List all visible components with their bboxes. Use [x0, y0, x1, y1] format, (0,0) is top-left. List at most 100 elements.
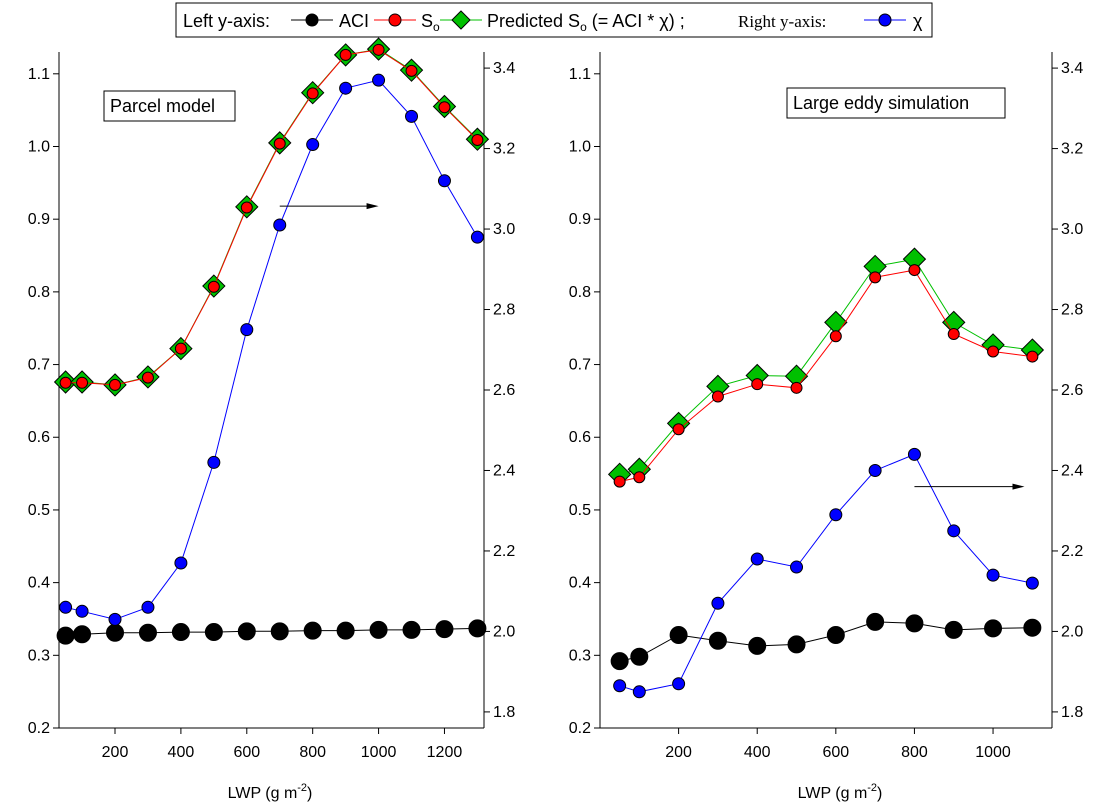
data-point-so [790, 381, 803, 394]
data-point-chi [1025, 576, 1039, 590]
data-point-chi [339, 81, 353, 95]
y-right-tick-label: 2.2 [1061, 543, 1083, 560]
legend-left-axis-label: Left y-axis: [183, 11, 270, 31]
data-point-so [947, 328, 960, 341]
y-right-tick-label: 2.8 [493, 302, 515, 319]
arrow-to-right-axis [914, 483, 1025, 490]
y-right-tick-label: 3.2 [493, 141, 515, 158]
data-point-so [633, 471, 646, 484]
data-point-chi [207, 455, 221, 469]
x-axis-label: LWP (g m-2) [228, 782, 313, 802]
data-point-aci [106, 623, 125, 642]
legend-so-marker [388, 13, 402, 27]
x-axis-label: LWP (g m-2) [798, 782, 883, 802]
x-tick-label: 1000 [975, 744, 1011, 761]
data-point-chi [829, 508, 843, 522]
arrow-to-right-axis [279, 203, 379, 210]
panel-parcel-model: 200 400 600 800 1000 1200 0.2 0.3 0.4 0.5 0.6 0.7 0.… [28, 37, 515, 802]
data-point-aci [748, 636, 767, 655]
data-point-aci [669, 625, 688, 644]
panel-large-eddy-simulation: 200 400 600 800 1000 0.2 0.3 0.4 0.5 0.6 0.7 0.8 0.9… [569, 52, 1083, 802]
y-left-tick-label: 0.7 [28, 357, 50, 374]
legend-so-label: So [421, 11, 440, 34]
y-left-tick-label: 1.0 [28, 138, 50, 155]
data-point-chi [437, 174, 451, 188]
data-point-so [59, 376, 72, 389]
y-right-tick-label: 2.2 [493, 543, 515, 560]
data-point-chi [174, 556, 188, 570]
legend-pred-marker [451, 10, 471, 30]
data-point-so [869, 271, 882, 284]
x-tick-label: 800 [901, 744, 928, 761]
data-point-chi [613, 679, 627, 693]
series-chi [613, 447, 1039, 699]
y-right-tick-label: 3.2 [1061, 141, 1083, 158]
data-point-aci [708, 631, 727, 650]
data-point-aci [73, 625, 92, 644]
data-point-chi [470, 230, 484, 244]
data-point-so [240, 201, 253, 214]
data-point-chi [907, 447, 921, 461]
data-point-chi [711, 596, 725, 610]
data-point-aci [171, 623, 190, 642]
y-right-tick-label: 2.0 [493, 623, 515, 640]
y-left-tick-label: 0.7 [569, 357, 591, 374]
y-right-tick-label: 2.4 [493, 462, 515, 479]
data-point-aci [630, 647, 649, 666]
y-right-tick-label: 2.4 [1061, 462, 1083, 479]
data-point-so [908, 264, 921, 277]
legend-aci-marker [305, 13, 319, 27]
annotation-box: Parcel model [103, 90, 236, 122]
y-left-tick-label: 0.6 [569, 429, 591, 446]
data-point-aci [369, 620, 388, 639]
legend: Left y-axis: ACI So Predicted So (= ACI *… [175, 2, 933, 38]
data-point-aci [270, 622, 289, 641]
y-right-tick-label: 2.6 [493, 382, 515, 399]
data-point-so [711, 390, 724, 403]
data-point-so [405, 64, 418, 77]
y-right-tick-label: 3.4 [1061, 60, 1083, 77]
data-point-so [672, 423, 685, 436]
legend-right-axis-label: Right y-axis: [738, 12, 826, 31]
data-point-so [306, 87, 319, 100]
data-point-aci [138, 623, 157, 642]
y-right-tick-label: 3.4 [493, 60, 515, 77]
y-left-tick-label: 0.8 [569, 284, 591, 301]
data-series [607, 247, 1045, 699]
data-point-predicted-so [824, 310, 848, 335]
data-point-aci [905, 614, 924, 633]
data-point-chi [372, 73, 386, 87]
data-point-chi [141, 600, 155, 614]
y-left-tick-label: 0.2 [28, 720, 50, 737]
y-left-tick-label: 1.0 [569, 138, 591, 155]
y-left-tick-label: 0.9 [569, 211, 591, 228]
data-point-aci [204, 623, 223, 642]
data-point-aci [787, 635, 806, 654]
y-left-tick-label: 0.2 [569, 720, 591, 737]
data-point-chi [405, 109, 419, 123]
series-aci [56, 619, 487, 645]
data-point-so [438, 101, 451, 114]
y-right-tick-label: 2.0 [1061, 623, 1083, 640]
data-point-so [207, 280, 220, 293]
data-point-aci [1023, 618, 1042, 637]
y-left-tick-label: 1.1 [28, 66, 50, 83]
data-point-chi [868, 463, 882, 477]
y-right-tick-label: 3.0 [493, 221, 515, 238]
data-point-so [76, 376, 89, 389]
data-point-chi [240, 323, 254, 337]
y-right-tick-label: 2.6 [1061, 382, 1083, 399]
data-point-so [829, 330, 842, 343]
data-point-aci [944, 620, 963, 639]
data-point-chi [632, 685, 646, 699]
series-so [613, 264, 1039, 488]
data-point-so [613, 475, 626, 488]
series-line-so [619, 269, 1033, 483]
data-point-so [339, 48, 352, 61]
series-aci [610, 612, 1042, 671]
y-left-tick-label: 0.9 [28, 211, 50, 228]
data-point-aci [303, 621, 322, 640]
data-point-chi [108, 612, 122, 626]
series-so [59, 43, 484, 391]
